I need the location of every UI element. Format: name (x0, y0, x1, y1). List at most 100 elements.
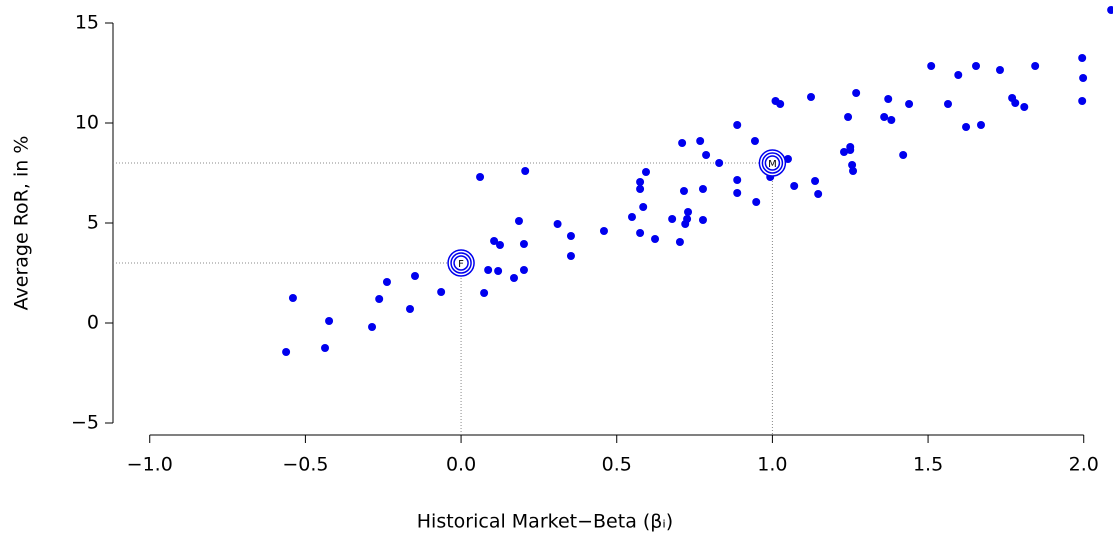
point (684, 208, 693, 216)
point (1078, 54, 1087, 62)
point (553, 220, 562, 228)
point (678, 139, 687, 147)
point (636, 178, 645, 186)
point (995, 66, 1004, 74)
point (495, 241, 504, 249)
point (514, 217, 523, 225)
point (733, 189, 742, 197)
y-tick-label: 10 (75, 112, 99, 134)
point (954, 71, 963, 79)
marker-ring (761, 152, 784, 174)
marker-ring (764, 155, 781, 171)
point (476, 173, 485, 181)
point (852, 89, 861, 97)
point (566, 232, 575, 240)
point (884, 95, 893, 103)
point (282, 348, 291, 356)
point (325, 317, 334, 325)
marker-label: M (768, 159, 777, 170)
point (905, 100, 914, 108)
point (840, 148, 849, 156)
point (642, 168, 651, 176)
point (846, 146, 855, 154)
point (844, 113, 853, 121)
point (1078, 97, 1087, 105)
point (566, 252, 575, 260)
point (410, 272, 419, 280)
y-tick-label: 5 (87, 212, 99, 234)
point (494, 267, 503, 275)
point (681, 220, 690, 228)
marker-ring (453, 255, 469, 271)
point (807, 93, 816, 101)
point (627, 213, 636, 221)
point (636, 185, 645, 193)
point (899, 151, 908, 159)
point (1020, 103, 1029, 111)
point (1031, 62, 1040, 70)
point (375, 295, 384, 303)
point (519, 240, 528, 248)
point (675, 238, 684, 246)
point (698, 216, 707, 224)
y-tick-label: −5 (71, 412, 99, 434)
marker-ring (447, 249, 475, 277)
y-tick-label: 15 (75, 12, 99, 34)
marker-label: F (458, 259, 464, 270)
marker-ring (758, 149, 787, 177)
point (519, 266, 528, 274)
point (490, 237, 499, 245)
point (368, 323, 377, 331)
point (848, 161, 857, 169)
point (406, 305, 415, 313)
point (733, 176, 742, 184)
point (698, 185, 707, 193)
x-tick-label: 2.0 (1069, 454, 1099, 476)
marker-ring (450, 252, 472, 274)
point (927, 62, 936, 70)
point (480, 289, 489, 297)
point (1107, 6, 1113, 14)
point (814, 190, 823, 198)
point (679, 187, 688, 195)
y-axis-label: Average RoR, in % (11, 136, 33, 311)
y-tick-label: 0 (87, 312, 99, 334)
point (1011, 99, 1020, 107)
point (943, 100, 952, 108)
point (321, 344, 330, 352)
point (887, 116, 896, 124)
x-tick-label: 0.5 (602, 454, 632, 476)
point (509, 274, 518, 282)
point (1079, 74, 1088, 82)
x-tick-label: 0.0 (446, 454, 476, 476)
x-axis-label: Historical Market−Beta (βᵢ) (417, 511, 673, 533)
point (880, 113, 889, 121)
x-tick-label: −1.0 (127, 454, 173, 476)
point (750, 137, 759, 145)
x-tick-label: −0.5 (282, 454, 328, 476)
point (962, 123, 971, 131)
point (668, 215, 677, 223)
point (733, 121, 742, 129)
point (651, 235, 660, 243)
point (636, 229, 645, 237)
point (288, 294, 297, 302)
point (976, 121, 985, 129)
point (790, 182, 799, 190)
x-tick-label: 1.5 (913, 454, 943, 476)
x-tick-label: 1.0 (757, 454, 787, 476)
point (599, 227, 608, 235)
point (639, 203, 648, 211)
point (437, 288, 446, 296)
point (849, 167, 858, 175)
point (484, 266, 493, 274)
point (715, 159, 724, 167)
point (702, 151, 711, 159)
point (521, 167, 530, 175)
point (972, 62, 981, 70)
point (752, 198, 761, 206)
point (811, 177, 820, 185)
point (382, 278, 391, 286)
point (776, 100, 785, 108)
